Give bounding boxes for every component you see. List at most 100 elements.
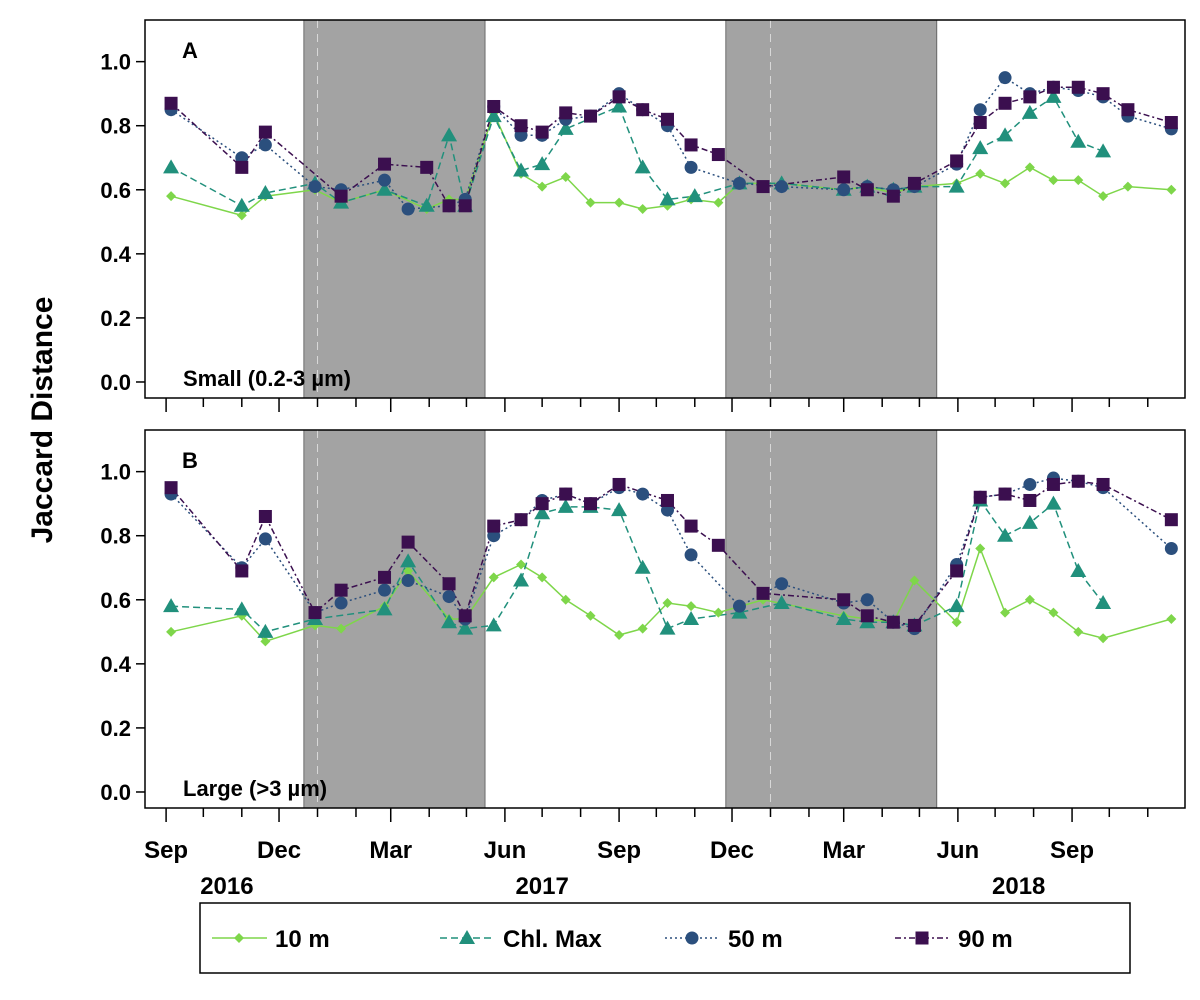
data-point xyxy=(773,594,790,609)
data-point xyxy=(948,598,965,613)
data-point xyxy=(997,127,1014,142)
x-month-label: Dec xyxy=(257,837,301,864)
data-point xyxy=(164,96,178,110)
data-point xyxy=(257,184,274,199)
data-point xyxy=(584,109,598,123)
data-point xyxy=(711,148,725,162)
data-point xyxy=(336,623,347,634)
x-year-label: 2016 xyxy=(200,873,253,900)
data-point xyxy=(732,176,746,190)
data-point xyxy=(973,103,987,117)
data-point xyxy=(584,497,598,511)
data-point xyxy=(560,594,571,605)
data-point xyxy=(1095,594,1112,609)
data-point xyxy=(420,160,434,174)
data-point xyxy=(514,513,528,527)
data-point xyxy=(376,601,393,616)
x-month-label: Sep xyxy=(597,837,641,864)
shaded-period xyxy=(725,19,938,399)
y-tick-label: 0.8 xyxy=(100,524,131,549)
legend-label: 50 m xyxy=(728,926,783,953)
data-point xyxy=(442,590,456,604)
data-point xyxy=(166,191,177,202)
data-point xyxy=(487,519,501,533)
data-point xyxy=(537,572,548,583)
data-point xyxy=(1021,514,1038,529)
legend-label: 90 m xyxy=(958,926,1013,953)
y-tick-label: 1.0 xyxy=(100,50,131,75)
data-point xyxy=(1098,191,1109,202)
size-fraction-label: Small (0.2-3 µm) xyxy=(183,366,351,391)
x-year-label: 2018 xyxy=(992,873,1045,900)
data-point xyxy=(559,106,573,120)
data-point xyxy=(907,618,921,632)
data-point xyxy=(557,498,574,513)
data-point xyxy=(403,565,414,576)
series-line xyxy=(170,110,1172,217)
x-month-label: Jun xyxy=(484,837,527,864)
y-tick-label: 0.8 xyxy=(100,114,131,139)
data-point xyxy=(560,171,571,182)
panel-b: 0.0 0.2 0.4 0.6 0.8 1.0 B Large (>3 µm) xyxy=(100,429,1186,822)
data-point xyxy=(166,626,177,637)
data-point xyxy=(457,620,474,635)
data-point xyxy=(1164,542,1178,556)
data-point xyxy=(376,181,393,196)
data-point xyxy=(513,162,530,177)
x-month-label: Sep xyxy=(1050,837,1094,864)
data-point xyxy=(614,630,625,641)
data-point xyxy=(975,168,986,179)
data-point xyxy=(1095,143,1112,158)
data-point xyxy=(258,532,272,546)
data-point xyxy=(683,611,700,625)
shaded-period xyxy=(303,19,486,399)
data-point xyxy=(441,127,458,142)
data-point xyxy=(684,160,698,174)
data-point xyxy=(907,176,921,190)
data-point xyxy=(514,119,528,133)
data-point xyxy=(659,620,676,635)
data-point xyxy=(1164,116,1178,130)
data-point xyxy=(401,535,415,549)
data-point xyxy=(973,116,987,130)
data-point xyxy=(909,575,920,586)
data-point xyxy=(998,487,1012,501)
data-point xyxy=(886,189,900,203)
data-point xyxy=(637,623,648,634)
data-point xyxy=(684,548,698,562)
data-point xyxy=(997,527,1014,542)
data-point xyxy=(442,199,456,213)
panel-a: 0.0 0.2 0.4 0.6 0.8 1.0 A Small (0.2-3 µm) xyxy=(100,19,1186,412)
data-point xyxy=(611,502,628,517)
series-line xyxy=(171,498,1104,633)
legend-marker xyxy=(234,933,244,943)
data-point xyxy=(713,197,724,208)
legend-marker xyxy=(915,931,929,945)
data-point xyxy=(951,617,962,628)
data-point xyxy=(258,138,272,152)
data-point xyxy=(1000,607,1011,618)
data-point xyxy=(378,583,392,597)
data-point xyxy=(1021,104,1038,119)
data-point xyxy=(998,96,1012,110)
x-year-label: 2017 xyxy=(515,873,568,900)
data-point xyxy=(686,188,703,203)
data-point xyxy=(1096,477,1110,491)
data-point xyxy=(684,138,698,152)
data-point xyxy=(418,197,435,212)
data-point xyxy=(634,159,651,174)
data-point xyxy=(1024,162,1035,173)
data-point xyxy=(163,598,180,613)
data-point xyxy=(378,570,392,584)
legend-label: 10 m xyxy=(275,926,330,953)
data-point xyxy=(535,497,549,511)
data-point xyxy=(756,180,770,194)
data-point xyxy=(163,159,180,174)
data-point xyxy=(950,564,964,578)
data-point xyxy=(585,197,596,208)
data-point xyxy=(535,125,549,139)
data-point xyxy=(972,140,989,155)
data-point xyxy=(258,509,272,523)
